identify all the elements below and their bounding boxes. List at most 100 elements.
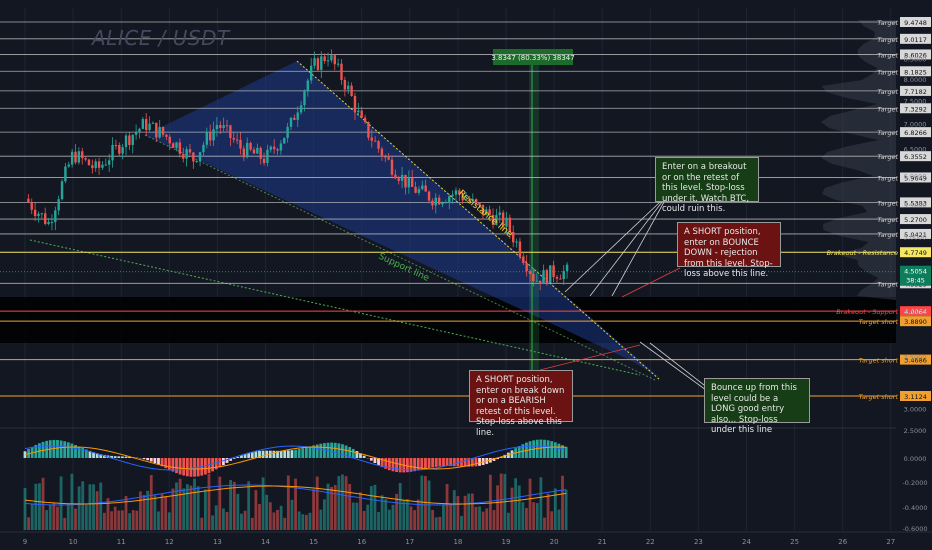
candle-body	[293, 117, 296, 120]
volume-bar	[416, 499, 420, 530]
candle-body	[411, 177, 414, 187]
candle-body	[431, 200, 434, 206]
candle-body	[394, 174, 397, 179]
candle-body	[336, 63, 340, 65]
candle-body	[161, 126, 165, 135]
leader-line	[564, 201, 661, 293]
volume-bar	[258, 504, 261, 530]
candle-body	[535, 280, 538, 282]
histogram-bar	[405, 458, 409, 473]
volume-bar	[66, 503, 70, 530]
candle-body	[434, 197, 437, 206]
candle-body	[171, 143, 175, 148]
histogram-bar	[236, 456, 240, 458]
volume-bar	[200, 517, 204, 530]
y-tick-label: 3.5000	[904, 354, 927, 362]
candle-body	[158, 126, 161, 138]
volume-bar	[348, 484, 352, 530]
histogram-bar	[247, 452, 251, 458]
histogram-bar	[359, 453, 362, 458]
histogram-bar	[92, 452, 95, 458]
candle-body	[316, 58, 320, 70]
volume-bar	[553, 488, 557, 530]
volume-bar	[424, 476, 427, 530]
histogram-bar	[254, 451, 258, 458]
histogram-bar	[189, 458, 193, 477]
x-tick-label: 27	[886, 538, 895, 546]
candle-body	[407, 177, 411, 188]
volume-bar	[517, 485, 521, 530]
candle-body	[461, 194, 464, 201]
volume-bar	[167, 512, 171, 530]
histogram-bar	[503, 454, 507, 458]
volume-ma-slow	[24, 485, 567, 505]
candle-body	[148, 123, 151, 131]
level-label: Brakeout - Resistance	[827, 249, 898, 257]
volume-bar	[402, 499, 406, 530]
histogram-bar	[74, 444, 77, 458]
candle-body	[134, 131, 138, 135]
level-price-tag	[900, 33, 931, 44]
level-label: Target	[877, 199, 898, 207]
volume-bar	[550, 511, 554, 530]
histogram-bar	[63, 441, 67, 458]
level-price-tag	[900, 17, 931, 27]
volume-bar	[366, 504, 370, 530]
candle-body	[104, 164, 108, 166]
candle-body	[468, 199, 471, 202]
candle-body	[565, 264, 569, 272]
price-levels: Target Target Target Target Target Target Targ…	[0, 19, 898, 401]
volume-bar	[207, 473, 211, 530]
volume-bar	[128, 513, 132, 530]
histogram-bar	[330, 442, 334, 458]
candle-body	[377, 141, 380, 149]
histogram-bar	[420, 458, 424, 470]
histogram-bar	[467, 458, 471, 467]
candle-body	[219, 125, 222, 129]
volume-bar	[507, 512, 510, 530]
volume-bar	[319, 509, 323, 530]
histogram-bar	[175, 458, 178, 474]
volume-bar	[561, 475, 564, 530]
y-tick-label: 6.5000	[904, 146, 927, 154]
volume-bar	[74, 508, 77, 530]
volume-bar	[70, 473, 74, 530]
leader-line	[649, 342, 705, 386]
candle-body	[84, 158, 87, 160]
level-price-tag	[900, 228, 931, 239]
histogram-bar	[128, 456, 132, 458]
candle-body	[289, 117, 293, 127]
volume-bar	[149, 475, 153, 530]
level-price-tag	[900, 354, 931, 365]
volume-bar	[232, 481, 236, 530]
volume-bar	[449, 503, 453, 530]
histogram-bar	[240, 455, 243, 458]
level-label: Target	[877, 153, 898, 161]
histogram-bar	[387, 458, 391, 471]
level-price: 5.5383	[904, 199, 927, 207]
volume-bar	[41, 477, 45, 530]
level-label: Target	[877, 51, 898, 59]
histogram-bar	[449, 458, 453, 467]
volume-bar	[139, 491, 142, 530]
candle-body	[387, 157, 390, 160]
volume-bar	[214, 505, 218, 530]
candle-body	[249, 142, 252, 150]
volume-bar	[521, 502, 525, 530]
candle-body	[333, 55, 336, 65]
histogram-bar	[297, 448, 301, 458]
candle-body	[343, 79, 347, 90]
level-price-tag	[900, 103, 931, 114]
volume-bar	[268, 502, 272, 530]
candle-body	[77, 151, 81, 163]
candle-body	[118, 144, 121, 154]
candle-body	[252, 149, 256, 154]
candle-body	[222, 125, 225, 129]
volume-bar	[546, 493, 550, 530]
candle-body	[373, 140, 377, 142]
histogram-bar	[348, 447, 352, 458]
volume-bar	[294, 478, 297, 530]
candle-body	[562, 271, 565, 280]
histogram-bar	[81, 448, 85, 458]
